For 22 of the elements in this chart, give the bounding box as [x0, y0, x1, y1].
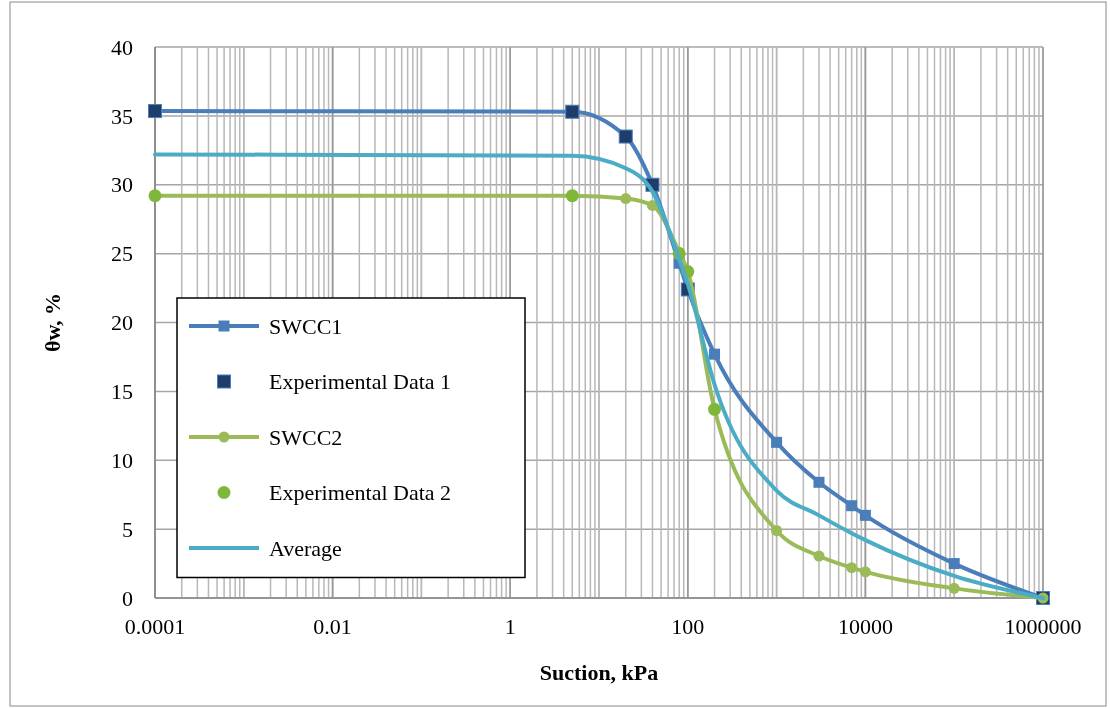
x-tick-label: 0.01	[313, 614, 352, 639]
y-tick-label: 35	[111, 103, 133, 129]
legend-label: SWCC1	[269, 313, 343, 339]
legend-label: SWCC2	[269, 424, 343, 450]
legend-label: Average	[269, 535, 342, 561]
x-tick-label: 1	[504, 614, 516, 639]
legend-label: Experimental Data 2	[269, 480, 452, 506]
x-tick-label: 0.0001	[124, 614, 186, 639]
x-tick-label: 100	[671, 614, 705, 639]
y-tick-label: 10	[111, 447, 133, 473]
y-axis-title: θw, %	[40, 292, 65, 353]
x-tick-label: 1000000	[1004, 614, 1082, 639]
y-tick-label: 40	[111, 34, 133, 60]
y-tick-label: 20	[111, 310, 133, 336]
legend-label: Experimental Data 1	[269, 369, 452, 395]
x-tick-label: 10000	[837, 614, 893, 639]
y-tick-label: 5	[122, 516, 133, 542]
y-tick-label: 15	[111, 379, 133, 405]
x-axis-title: Suction, kPa	[539, 660, 659, 685]
y-tick-label: 0	[122, 585, 133, 611]
y-tick-label: 30	[111, 172, 133, 198]
y-tick-label: 25	[111, 241, 133, 267]
